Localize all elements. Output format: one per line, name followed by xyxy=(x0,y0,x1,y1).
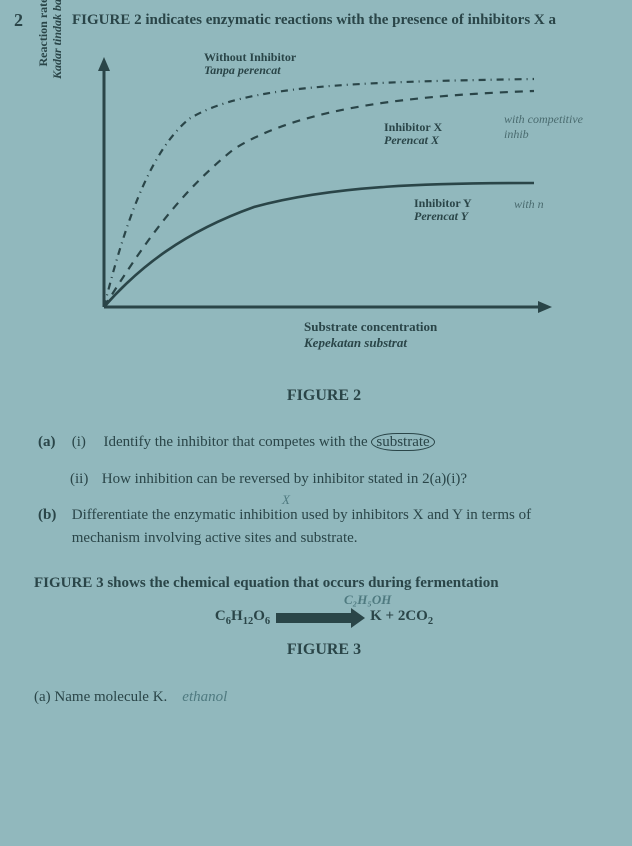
x-axis-label-en: Substrate concentration xyxy=(304,319,437,334)
label-a-ii: (ii) xyxy=(70,468,98,491)
y-axis-label-ms: Kadar tindak balas xyxy=(50,0,64,112)
enzyme-chart: Reaction rate Kadar tindak balas Without… xyxy=(54,57,594,357)
x-axis-arrow-icon xyxy=(538,301,552,313)
label-inhibitor-y: Inhibitor Y Perencat Y xyxy=(414,197,472,223)
lastq-text: Name molecule K. xyxy=(54,689,167,705)
handwriting-x-under-ai: X xyxy=(282,492,290,508)
label-inhibitor-x-ms: Perencat X xyxy=(384,134,442,147)
question-a-ii: (ii) How inhibition can be reversed by i… xyxy=(34,468,614,491)
chart-svg xyxy=(94,57,554,317)
question-name-k: (a) Name molecule K. ethanol xyxy=(34,689,614,706)
handwriting-over-arrow: C₂H₅OH xyxy=(344,592,391,608)
q-a-i-text: Identify the inhibitor that competes wit… xyxy=(104,434,368,450)
label-a: (a) xyxy=(38,431,68,454)
q-a-ii-text: How inhibition can be reversed by inhibi… xyxy=(102,471,467,487)
label-inhibitor-x: Inhibitor X Perencat X xyxy=(384,121,442,147)
label-inhibitor-x-en: Inhibitor X xyxy=(384,120,442,134)
question-a-i: (a) (i) Identify the inhibitor that comp… xyxy=(34,431,614,454)
handwriting-x-note: with competitive inhib xyxy=(504,112,594,142)
q-b-text: Differentiate the enzymatic inhibition u… xyxy=(72,504,592,549)
y-axis-label: Reaction rate Kadar tindak balas xyxy=(36,0,65,112)
label-inhibitor-y-en: Inhibitor Y xyxy=(414,196,472,210)
figure3-intro: FIGURE 3 shows the chemical equation tha… xyxy=(34,575,614,592)
reaction-arrow-icon xyxy=(276,613,354,623)
q-a-i-circled: substrate xyxy=(371,433,434,451)
figure2-title: FIGURE 2 xyxy=(34,387,614,405)
figure3-title: FIGURE 3 xyxy=(34,641,614,659)
label-lastq: (a) xyxy=(34,689,51,705)
label-b: (b) xyxy=(38,504,68,527)
equation-wrap: C₂H₅OH C6H12O6 K + 2CO2 xyxy=(34,608,614,627)
equation: C6H12O6 K + 2CO2 xyxy=(215,608,433,627)
handwriting-y-note: with n xyxy=(514,197,544,212)
question-b: (b) Differentiate the enzymatic inhibiti… xyxy=(34,504,614,549)
eqn-lhs: C6H12O6 xyxy=(215,608,270,627)
label-no-inhibitor-ms: Tanpa perencat xyxy=(204,64,296,77)
x-axis-label-ms: Kepekatan substrat xyxy=(304,335,437,351)
page: 2 FIGURE 2 indicates enzymatic reactions… xyxy=(0,0,632,718)
figure2-intro: FIGURE 2 indicates enzymatic reactions w… xyxy=(34,12,614,29)
eqn-rhs: K + 2CO2 xyxy=(370,608,433,627)
handwriting-ethanol: ethanol xyxy=(182,689,227,705)
y-axis-label-en: Reaction rate xyxy=(36,0,50,67)
label-no-inhibitor: Without Inhibitor Tanpa perencat xyxy=(204,51,296,77)
label-no-inhibitor-en: Without Inhibitor xyxy=(204,50,296,64)
label-a-i: (i) xyxy=(72,431,100,454)
y-axis-arrow-icon xyxy=(98,57,110,71)
x-axis-label: Substrate concentration Kepekatan substr… xyxy=(304,319,437,350)
label-inhibitor-y-ms: Perencat Y xyxy=(414,210,472,223)
question-number: 2 xyxy=(14,10,23,31)
